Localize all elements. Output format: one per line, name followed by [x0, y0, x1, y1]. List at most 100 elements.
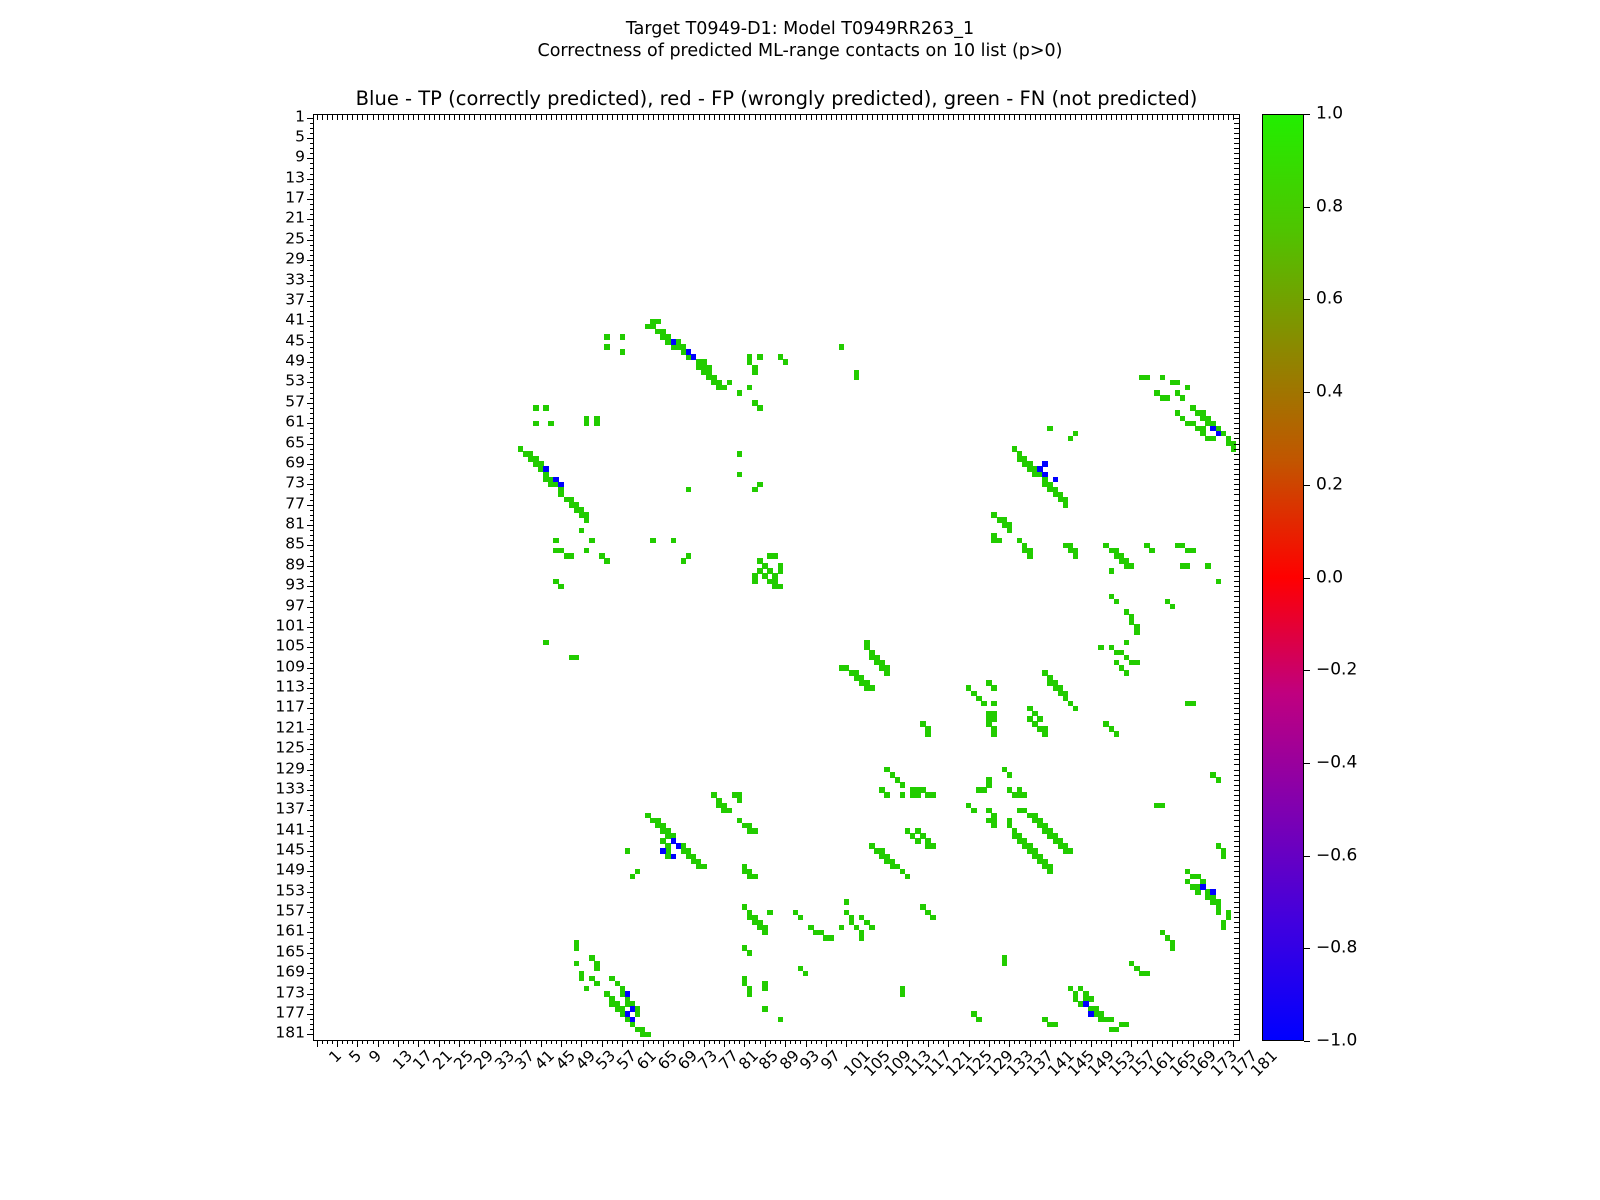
- contact-cell-fn: [1200, 425, 1206, 432]
- x-tick-top: [1121, 115, 1123, 120]
- x-tick-top: [1182, 115, 1184, 120]
- contact-cell-fn: [1123, 1021, 1130, 1028]
- x-tick-minor: [550, 1040, 552, 1044]
- x-tick-major: [846, 1040, 848, 1047]
- contact-cell-fn: [752, 369, 758, 376]
- y-tick-right: [1234, 988, 1239, 990]
- y-axis-tick-label: 57: [285, 392, 305, 411]
- x-tick-minor: [1187, 1040, 1189, 1044]
- x-tick-major: [825, 1040, 827, 1047]
- contact-cell-fn: [1159, 374, 1165, 381]
- x-tick-major: [642, 1040, 644, 1047]
- contact-cell-fn: [1062, 843, 1069, 849]
- contact-cell-fn: [752, 919, 758, 926]
- y-tick-major: [307, 443, 314, 445]
- contact-cell-fn: [604, 558, 610, 564]
- y-tick-minor: [310, 148, 314, 150]
- y-tick-minor: [310, 433, 314, 435]
- x-tick-top: [652, 115, 654, 120]
- contact-cell-fn: [864, 639, 870, 646]
- x-tick-major: [316, 1040, 318, 1047]
- contact-cell-fn: [1047, 680, 1053, 686]
- x-tick-top: [647, 115, 649, 120]
- contact-cell-fn: [884, 665, 890, 671]
- contact-cell-fn: [1021, 461, 1028, 467]
- x-tick-minor: [586, 1040, 588, 1044]
- contact-cell-fn: [889, 858, 896, 865]
- x-tick-minor: [530, 1040, 532, 1044]
- contact-cell-fn: [665, 853, 671, 860]
- x-tick-top: [698, 115, 700, 120]
- x-tick-minor: [1065, 1040, 1067, 1044]
- y-tick-minor: [310, 937, 314, 939]
- y-tick-right: [1234, 351, 1239, 353]
- contact-cell-tp: [1088, 1011, 1094, 1017]
- x-tick-top: [1039, 115, 1041, 120]
- x-tick-top: [1080, 115, 1082, 120]
- x-tick-top: [708, 115, 710, 120]
- y-tick-right: [1234, 754, 1239, 756]
- x-axis-tick-label: 5: [345, 1046, 366, 1067]
- x-tick-major: [540, 1040, 542, 1047]
- contact-cell-fn: [899, 782, 906, 788]
- x-tick-top: [999, 115, 1001, 120]
- contact-cell-fn: [589, 955, 595, 961]
- y-tick-minor: [310, 295, 314, 297]
- contact-cell-fn: [609, 1001, 615, 1007]
- y-axis-tick-label: 85: [285, 534, 305, 553]
- contact-cell-fn: [1215, 899, 1222, 905]
- contact-cell-fn: [517, 446, 524, 452]
- y-tick-right: [1234, 672, 1239, 674]
- contact-cell-fn: [1062, 542, 1069, 549]
- y-tick-right: [1234, 178, 1239, 180]
- contact-cell-fn: [757, 481, 763, 488]
- y-tick-minor: [310, 682, 314, 684]
- contact-cell-fn: [563, 553, 570, 559]
- x-tick-top: [1136, 115, 1138, 120]
- contact-cell-fn: [660, 822, 666, 829]
- contact-cell-fn: [1016, 792, 1023, 798]
- y-tick-minor: [310, 1029, 314, 1031]
- y-tick-minor: [310, 621, 314, 623]
- y-tick-right: [1234, 606, 1239, 608]
- y-tick-right: [1234, 127, 1239, 129]
- x-tick-top: [505, 115, 506, 120]
- y-tick-minor: [310, 698, 314, 700]
- y-axis-tick-label: 113: [275, 677, 305, 696]
- y-tick-minor: [310, 468, 314, 470]
- contact-cell-fn: [1027, 547, 1033, 554]
- contact-cell-fn: [624, 1001, 631, 1007]
- colorbar-tick-mark: [1304, 392, 1310, 394]
- y-axis-tick-label: 117: [275, 697, 305, 716]
- contact-cell-fn: [925, 792, 931, 798]
- y-tick-right: [1234, 519, 1239, 521]
- y-tick-right: [1234, 881, 1239, 883]
- contact-cell-fn: [1205, 420, 1211, 427]
- y-tick-major: [307, 606, 314, 608]
- colorbar-tick-mark: [1304, 206, 1310, 208]
- contact-cell-fn: [864, 919, 870, 926]
- y-tick-major: [307, 504, 314, 506]
- colorbar-tick-label: −1.0: [1316, 1030, 1358, 1051]
- x-tick-minor: [1116, 1040, 1118, 1044]
- contact-cell-fn: [553, 481, 559, 488]
- contact-cell-fn: [899, 792, 906, 798]
- x-tick-minor: [403, 1040, 405, 1044]
- y-tick-minor: [310, 922, 314, 924]
- contact-cell-fn: [884, 670, 890, 676]
- y-tick-minor: [310, 738, 314, 740]
- y-tick-right: [1234, 713, 1239, 715]
- contact-cell-fn: [1047, 863, 1053, 870]
- contact-cell-fn: [619, 991, 626, 997]
- contact-cell-fn: [879, 848, 885, 854]
- contact-cell-fn: [772, 578, 778, 584]
- y-tick-right: [1234, 652, 1239, 654]
- y-axis-tick-label: 157: [275, 901, 305, 920]
- contact-cell-fn: [986, 710, 992, 717]
- figure-subtitle: Blue - TP (correctly predicted), red - F…: [313, 88, 1240, 110]
- contact-cell-fn: [991, 532, 997, 539]
- y-tick-major: [307, 728, 314, 730]
- contact-cell-fn: [685, 553, 692, 559]
- x-tick-top: [887, 115, 888, 120]
- contact-cell-fn: [757, 558, 763, 564]
